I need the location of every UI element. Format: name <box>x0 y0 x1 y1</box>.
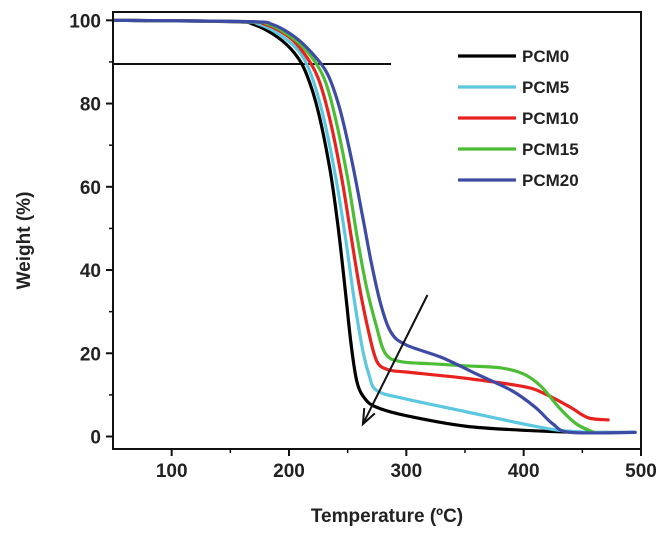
legend: PCM0 PCM5 PCM10 PCM15 PCM20 <box>458 47 579 190</box>
arrow-layer <box>361 294 429 427</box>
series-line-pcm15 <box>113 18 596 434</box>
x-tick-label: 300 <box>390 461 422 482</box>
series-line-pcm20 <box>113 18 637 435</box>
x-axis-label: Temperature (ºC) <box>311 506 463 527</box>
legend-label-pcm15: PCM15 <box>522 140 579 159</box>
y-tick-label: 0 <box>90 428 101 449</box>
y-tick-label: 60 <box>80 178 101 199</box>
axes-layer: 100 200 300 400 500 0 20 40 60 80 100 <box>69 11 657 482</box>
trend-arrow-shaft <box>362 294 429 425</box>
legend-label-pcm10: PCM10 <box>522 109 579 128</box>
y-axis-label: Weight (%) <box>14 192 35 290</box>
legend-label-pcm0: PCM0 <box>522 47 569 66</box>
series-layer <box>113 18 637 435</box>
x-tick-label: 400 <box>508 461 540 482</box>
y-tick-label: 100 <box>69 11 101 32</box>
legend-label-pcm20: PCM20 <box>522 171 579 190</box>
legend-label-pcm5: PCM5 <box>522 78 569 97</box>
y-tick-label: 40 <box>80 261 101 282</box>
x-tick-label: 100 <box>156 461 188 482</box>
x-tick-label: 200 <box>273 461 305 482</box>
trend-arrow-head <box>361 408 376 427</box>
plot-frame <box>112 11 642 450</box>
y-tick-label: 20 <box>80 344 101 365</box>
series-line-pcm5 <box>113 18 637 435</box>
series-line-pcm0 <box>113 18 637 435</box>
y-tick-label: 80 <box>80 95 101 116</box>
x-tick-label: 500 <box>625 461 657 482</box>
